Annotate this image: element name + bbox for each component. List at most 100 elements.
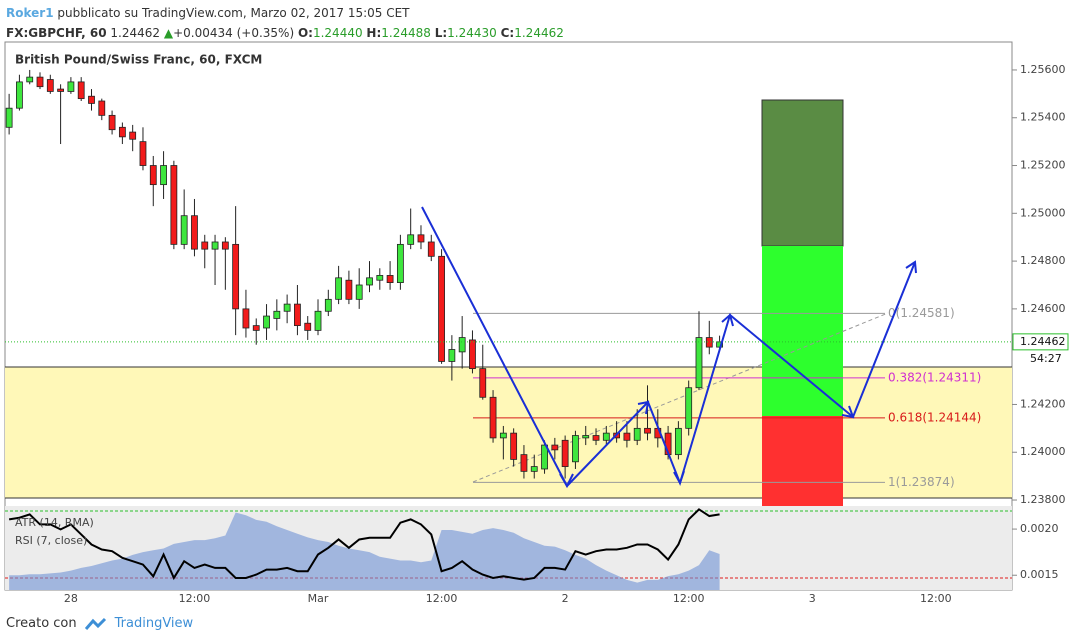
axes: 28 12:00 Mar 12:00 2 12:00 3 12:00 1.25600 1.2540…	[64, 63, 1069, 605]
y-tick-label: 1.25600	[1020, 63, 1066, 76]
y-tick-label: 1.24600	[1020, 302, 1066, 315]
header-line: Roker1 pubblicato su TradingView.com, Ma…	[6, 3, 564, 23]
header: Roker1 pubblicato su TradingView.com, Ma…	[6, 3, 564, 43]
candle-body	[541, 444, 548, 470]
candle-body	[36, 76, 44, 88]
change: +0.00434 (+0.35%)	[173, 26, 295, 40]
ohlc-value: 1.24440	[312, 26, 363, 40]
candle-body	[469, 339, 476, 370]
countdown: 54:27	[1030, 352, 1062, 365]
candle-body	[448, 349, 456, 362]
candle-body	[644, 427, 651, 434]
candle-body	[695, 337, 703, 389]
indicator	[5, 508, 1012, 590]
candle-body	[180, 215, 188, 245]
ohlc-key: O:	[297, 26, 313, 40]
candle-body	[685, 387, 693, 429]
published: pubblicato su TradingView.com, Marzo 02,…	[57, 6, 410, 20]
logo	[84, 617, 106, 630]
candle-body	[386, 275, 394, 284]
candle-body	[232, 243, 240, 310]
candle-body	[211, 241, 219, 250]
candle-body	[520, 454, 528, 472]
legend-entry: RSI (7, close)	[15, 534, 87, 547]
candle-body	[201, 241, 209, 250]
candle-body	[149, 165, 157, 186]
fib-label: 1(1.23874)	[888, 475, 955, 489]
plot-frame	[4, 41, 1013, 591]
arrow-head	[721, 313, 734, 327]
legend-entry: ATR (14, RMA)	[15, 516, 94, 529]
arrow-head	[637, 400, 650, 415]
fib: 0(1.24581) 0.382(1.24311) 0.618(1.24144) 1(…	[473, 306, 981, 489]
candle-body	[530, 466, 538, 472]
candle-body	[479, 368, 487, 398]
arrow-head	[841, 405, 855, 419]
candle-body	[67, 81, 75, 92]
last: 1.24462	[110, 26, 161, 40]
candle-body	[592, 435, 600, 441]
ohlc-key: H:	[366, 26, 382, 40]
arrow-head	[673, 470, 685, 486]
candle-body	[396, 243, 404, 284]
x-tick-label: Mar	[308, 592, 329, 605]
y-tick-label: 1.25200	[1020, 159, 1066, 172]
y-tick-label: 1.24200	[1020, 397, 1066, 410]
brand: TradingView	[114, 616, 194, 631]
candle-body	[304, 322, 312, 331]
candle-body	[355, 284, 363, 300]
trend-line	[472, 312, 889, 483]
candle-body	[366, 277, 373, 286]
candle-body	[129, 131, 137, 140]
x-tick-label: 3	[809, 592, 816, 605]
y-tick-label: 1.25400	[1020, 111, 1066, 124]
candle-body	[283, 303, 291, 312]
candle-body	[191, 215, 198, 250]
candle-body	[438, 255, 445, 362]
candle-body	[561, 439, 569, 467]
ohlc-value: 1.24430	[447, 26, 497, 40]
candle-body	[170, 165, 178, 245]
ohlc-key: L:	[434, 26, 448, 40]
candle-body	[98, 100, 106, 116]
candle-body	[5, 107, 13, 128]
last-price-label: 1.24462	[1020, 335, 1066, 348]
candle-body	[633, 427, 641, 441]
up-icon: ▲	[163, 26, 174, 40]
arrow-head	[905, 260, 917, 274]
header-line: FX:GBPCHF, 60 1.24462 ▲+0.00434 (+0.35%)…	[6, 23, 564, 43]
candle-body	[417, 234, 425, 243]
arrow-head	[559, 473, 574, 489]
candle-body	[57, 88, 65, 92]
zone	[5, 367, 1012, 498]
ohlc-value: 1.24462	[514, 26, 564, 40]
candle-body	[294, 303, 301, 327]
candle-body	[263, 315, 270, 329]
candle-body	[489, 396, 497, 439]
candle-body	[499, 432, 507, 439]
fib-label: 0.618(1.24144)	[888, 410, 981, 424]
candles	[5, 69, 1012, 479]
author: Roker1	[6, 6, 54, 20]
candle-body	[160, 165, 167, 186]
candle-body	[572, 435, 579, 463]
chart-title: British Pound/Swiss Franc, 60, FXCM	[15, 53, 262, 67]
candle-body	[16, 81, 23, 109]
fib-label: 0(1.24581)	[888, 306, 955, 320]
candle-body	[551, 444, 559, 451]
y-tick-label: 1.24800	[1020, 254, 1066, 267]
target-box	[761, 99, 844, 247]
candle-body	[77, 81, 85, 100]
candle-body	[427, 241, 435, 257]
created: Creato con	[6, 616, 77, 631]
profit-box	[762, 246, 843, 416]
candle-body	[118, 126, 126, 138]
candle-body	[252, 325, 260, 331]
candle-body	[705, 337, 713, 348]
candle-body	[582, 435, 590, 439]
ohlc-key: C:	[500, 26, 515, 40]
candle-body	[458, 337, 466, 353]
last-price-box	[1012, 333, 1069, 351]
